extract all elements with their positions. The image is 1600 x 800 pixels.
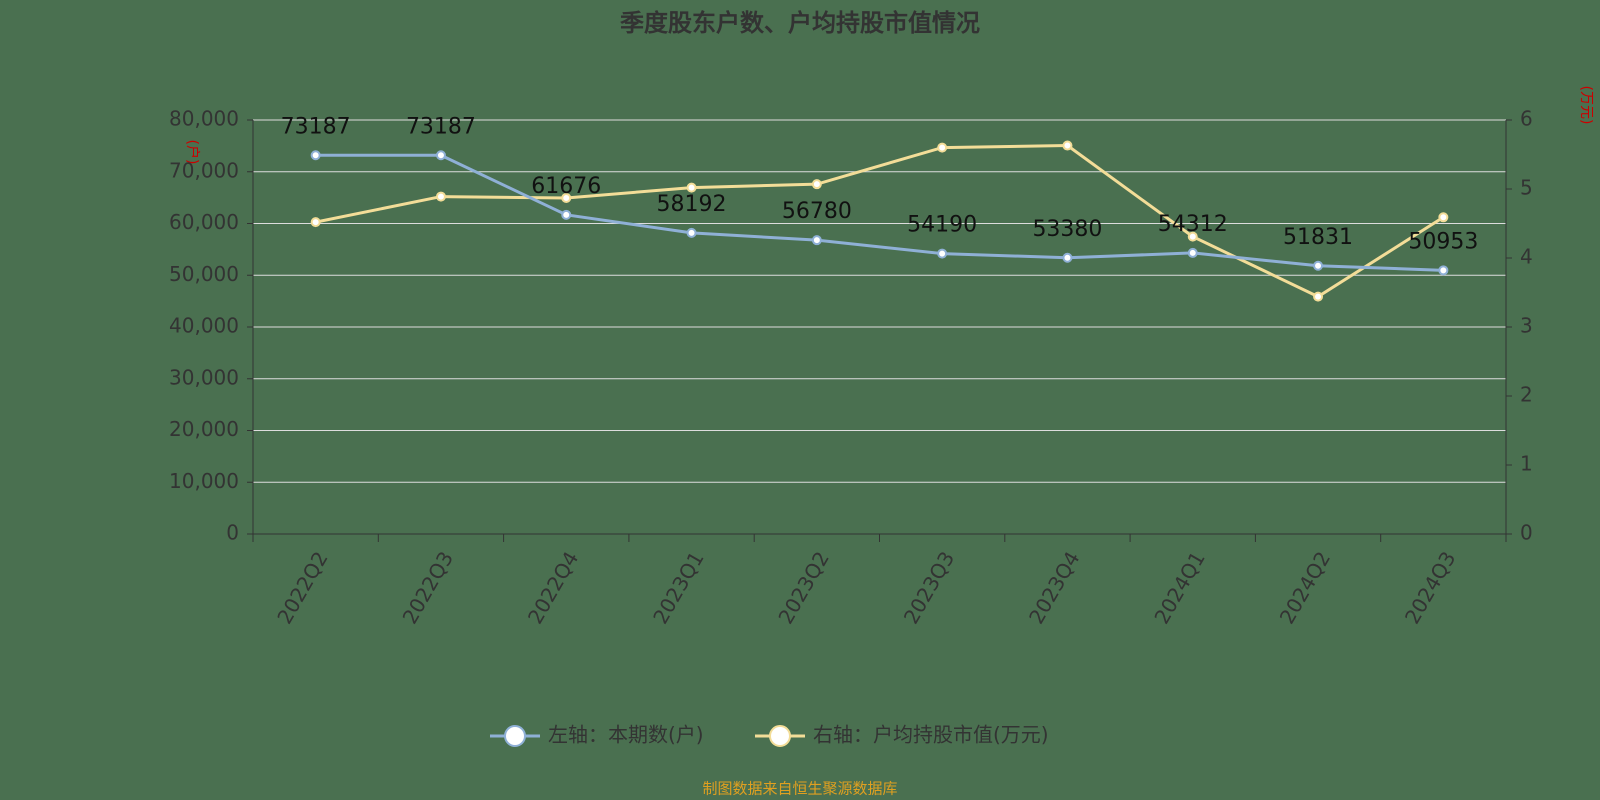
y2-tick-label: 6 bbox=[1520, 107, 1533, 131]
point bbox=[561, 209, 572, 220]
point bbox=[310, 217, 321, 228]
y-tick-label: 80,000 bbox=[169, 107, 239, 131]
y2-tick-label: 1 bbox=[1520, 452, 1533, 476]
chart-title: 季度股东户数、户均持股市值情况 bbox=[620, 9, 980, 37]
point bbox=[686, 227, 697, 238]
data-label: 54190 bbox=[907, 213, 977, 238]
y-tick-label: 20,000 bbox=[169, 417, 239, 441]
legend-marker bbox=[504, 725, 526, 747]
data-label: 50953 bbox=[1408, 229, 1478, 254]
point bbox=[1438, 265, 1449, 276]
point bbox=[811, 179, 822, 190]
y-tick-label: 30,000 bbox=[169, 365, 239, 389]
footer: 制图数据来自恒生聚源数据库 bbox=[702, 780, 897, 798]
y2-tick-label: 2 bbox=[1520, 383, 1533, 407]
y-tick-label: 0 bbox=[226, 521, 239, 545]
data-label: 58192 bbox=[657, 192, 727, 217]
point bbox=[1313, 260, 1324, 271]
point bbox=[937, 248, 948, 259]
point bbox=[1187, 231, 1198, 242]
y2-tick-label: 3 bbox=[1520, 314, 1533, 338]
y-tick-label: 60,000 bbox=[169, 210, 239, 234]
point bbox=[937, 142, 948, 153]
point bbox=[686, 182, 697, 193]
data-label: 61676 bbox=[531, 174, 601, 199]
y2-axis-label: (万元) bbox=[1578, 86, 1594, 125]
data-label: 51831 bbox=[1283, 225, 1353, 250]
point bbox=[561, 192, 572, 203]
point bbox=[811, 235, 822, 246]
point bbox=[435, 150, 446, 161]
point bbox=[310, 150, 321, 161]
data-label: 73187 bbox=[281, 114, 351, 139]
y-tick-label: 50,000 bbox=[169, 262, 239, 286]
legend-label: 右轴：户均持股市值(万元) bbox=[813, 723, 1049, 747]
y2-tick-label: 0 bbox=[1520, 521, 1533, 545]
point bbox=[1062, 252, 1073, 263]
point bbox=[1187, 247, 1198, 258]
series-line bbox=[315, 153, 1444, 272]
legend-marker bbox=[769, 725, 791, 747]
y-tick-label: 40,000 bbox=[169, 314, 239, 338]
data-label: 53380 bbox=[1032, 217, 1102, 242]
point bbox=[435, 191, 446, 202]
data-label: 73187 bbox=[406, 114, 476, 139]
point bbox=[1438, 212, 1449, 223]
data-label: 56780 bbox=[782, 199, 852, 224]
legend-label: 左轴：本期数(户) bbox=[548, 723, 704, 747]
y-tick-label: 70,000 bbox=[169, 158, 239, 182]
y2-tick-label: 4 bbox=[1520, 245, 1533, 269]
data-label: 54312 bbox=[1158, 212, 1228, 237]
y2-tick-label: 5 bbox=[1520, 176, 1533, 200]
series-line bbox=[315, 144, 1445, 299]
point bbox=[1313, 291, 1324, 302]
y-axis-label: (户) bbox=[184, 140, 201, 165]
y-tick-label: 10,000 bbox=[169, 469, 239, 493]
point bbox=[1062, 140, 1073, 151]
